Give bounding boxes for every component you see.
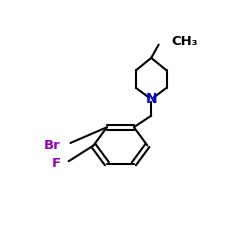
Text: F: F <box>52 157 61 170</box>
Text: CH₃: CH₃ <box>172 35 198 48</box>
Text: Br: Br <box>44 139 61 152</box>
Text: N: N <box>146 92 157 106</box>
